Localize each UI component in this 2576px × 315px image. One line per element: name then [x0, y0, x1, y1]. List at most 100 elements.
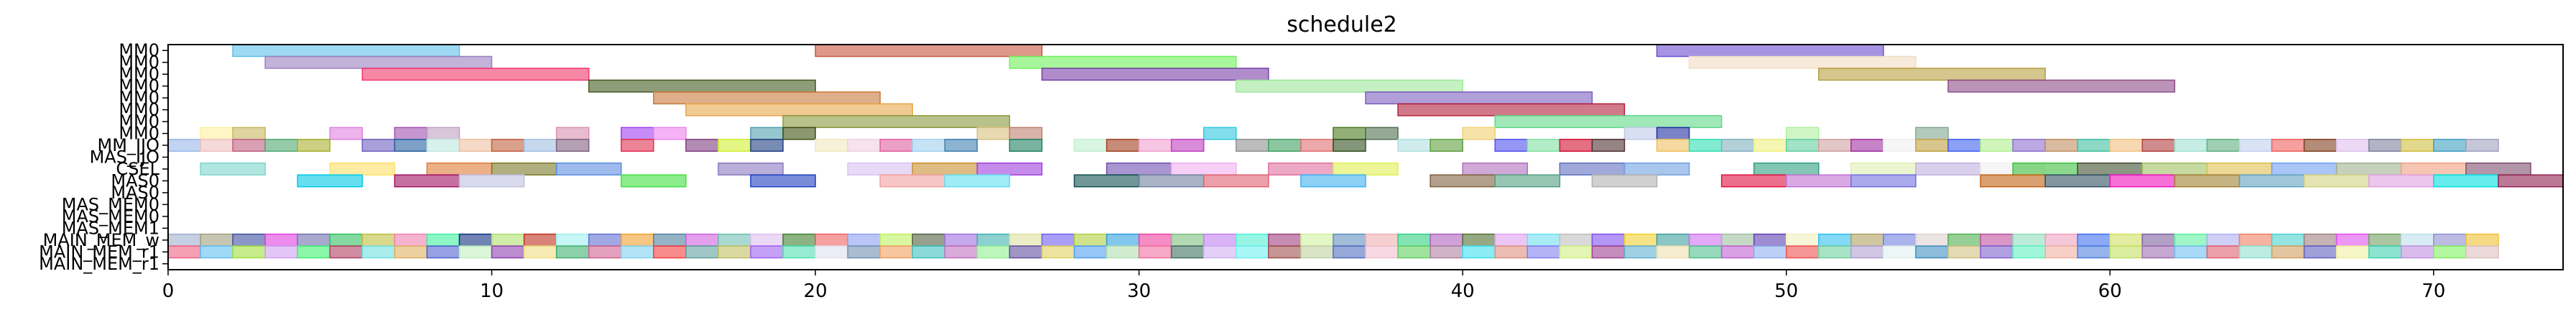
- task-bar: [2400, 162, 2467, 175]
- task-bar: [1785, 233, 1820, 247]
- task-bar: [1785, 174, 1852, 188]
- task-bar: [329, 245, 363, 259]
- task-bar: [200, 245, 233, 259]
- task-bar: [1883, 233, 1917, 247]
- task-bar: [426, 127, 460, 140]
- task-bar: [1591, 245, 1626, 259]
- task-bar: [588, 233, 622, 247]
- task-bar: [2109, 245, 2144, 259]
- task-bar: [555, 233, 590, 247]
- task-bar: [1656, 44, 1884, 58]
- task-bar: [232, 233, 266, 247]
- task-bar: [1203, 174, 1269, 188]
- task-bar: [1559, 233, 1593, 247]
- task-bar: [1818, 233, 1852, 247]
- task-bar: [1236, 245, 1269, 259]
- task-bar: [1138, 233, 1172, 247]
- task-bar: [847, 245, 881, 259]
- task-bar: [1170, 139, 1205, 152]
- task-bar: [1397, 103, 1626, 117]
- task-bar: [2109, 233, 2144, 247]
- task-bar: [2400, 139, 2434, 152]
- task-bar: [2012, 162, 2078, 175]
- task-bar: [2368, 139, 2402, 152]
- task-bar: [1494, 233, 1529, 247]
- task-bar: [2238, 139, 2273, 152]
- task-bar: [1818, 245, 1852, 259]
- x-tick-label: 50: [1774, 280, 1798, 302]
- task-bar: [394, 127, 428, 140]
- task-bar: [879, 245, 913, 259]
- task-bar: [297, 233, 331, 247]
- task-bar: [944, 233, 978, 247]
- task-bar: [329, 162, 396, 175]
- task-bar: [2400, 233, 2434, 247]
- task-bar: [1688, 233, 1723, 247]
- task-bar: [1009, 55, 1237, 69]
- y-tick-label: MM0: [119, 124, 159, 144]
- task-bar: [685, 245, 719, 259]
- task-bar: [1106, 233, 1140, 247]
- plot-area: [167, 44, 2564, 259]
- y-tick-label: MM0: [119, 40, 159, 60]
- task-bar: [1138, 174, 1205, 188]
- task-bar: [1623, 127, 1658, 140]
- task-bar: [264, 139, 298, 152]
- task-bar: [653, 91, 881, 105]
- task-bar: [361, 245, 396, 259]
- task-bar: [750, 245, 784, 259]
- task-bar: [2303, 245, 2338, 259]
- task-bar: [1041, 68, 1269, 81]
- task-bar: [750, 174, 816, 188]
- task-bar: [718, 245, 751, 259]
- task-bar: [555, 245, 590, 259]
- task-bar: [2271, 245, 2305, 259]
- task-bar: [1397, 245, 1431, 259]
- task-bar: [2400, 245, 2434, 259]
- task-bar: [2433, 245, 2467, 259]
- task-bar: [1753, 245, 1787, 259]
- task-bar: [815, 245, 848, 259]
- task-bar: [232, 245, 266, 259]
- task-bar: [2433, 233, 2467, 247]
- task-bar: [2271, 162, 2338, 175]
- x-tick-label: 70: [2422, 280, 2445, 302]
- x-tick-label: 40: [1451, 280, 1475, 302]
- task-bar: [1915, 139, 1949, 152]
- task-bar: [1720, 245, 1755, 259]
- task-bar: [1300, 245, 1334, 259]
- task-bar: [1333, 162, 1399, 175]
- x-axis: 0 10 20 30 40 50 60 70: [162, 270, 2445, 302]
- task-bar: [1753, 233, 1787, 247]
- chart-title: schedule2: [1287, 12, 1397, 37]
- task-bar: [815, 139, 848, 152]
- task-bar: [879, 139, 913, 152]
- task-bar: [2335, 245, 2370, 259]
- task-bar: [200, 233, 233, 247]
- task-bar: [2077, 245, 2111, 259]
- task-bar: [1170, 245, 1205, 259]
- task-bar: [2077, 162, 2144, 175]
- task-bar: [1138, 139, 1172, 152]
- task-bar: [1365, 233, 1399, 247]
- task-bar: [2044, 174, 2111, 188]
- y-tick-label: MAIN_MEM_w: [43, 230, 159, 250]
- y-tick-label: MM0: [119, 76, 159, 96]
- task-bar: [1333, 233, 1366, 247]
- task-bar: [523, 245, 557, 259]
- task-bar: [1656, 233, 1690, 247]
- task-bar: [458, 233, 493, 247]
- task-bar: [1073, 233, 1108, 247]
- task-bar: [1430, 174, 1496, 188]
- y-tick-label: MM0: [119, 52, 159, 73]
- task-bar: [2238, 233, 2273, 247]
- task-bar: [1365, 127, 1399, 140]
- task-bar: [200, 139, 233, 152]
- task-bar: [200, 162, 266, 175]
- task-bar: [2109, 139, 2144, 152]
- task-bar: [1494, 245, 1529, 259]
- task-bar: [2012, 139, 2046, 152]
- task-bar: [912, 233, 946, 247]
- task-bar: [232, 127, 266, 140]
- task-bar: [1915, 233, 1949, 247]
